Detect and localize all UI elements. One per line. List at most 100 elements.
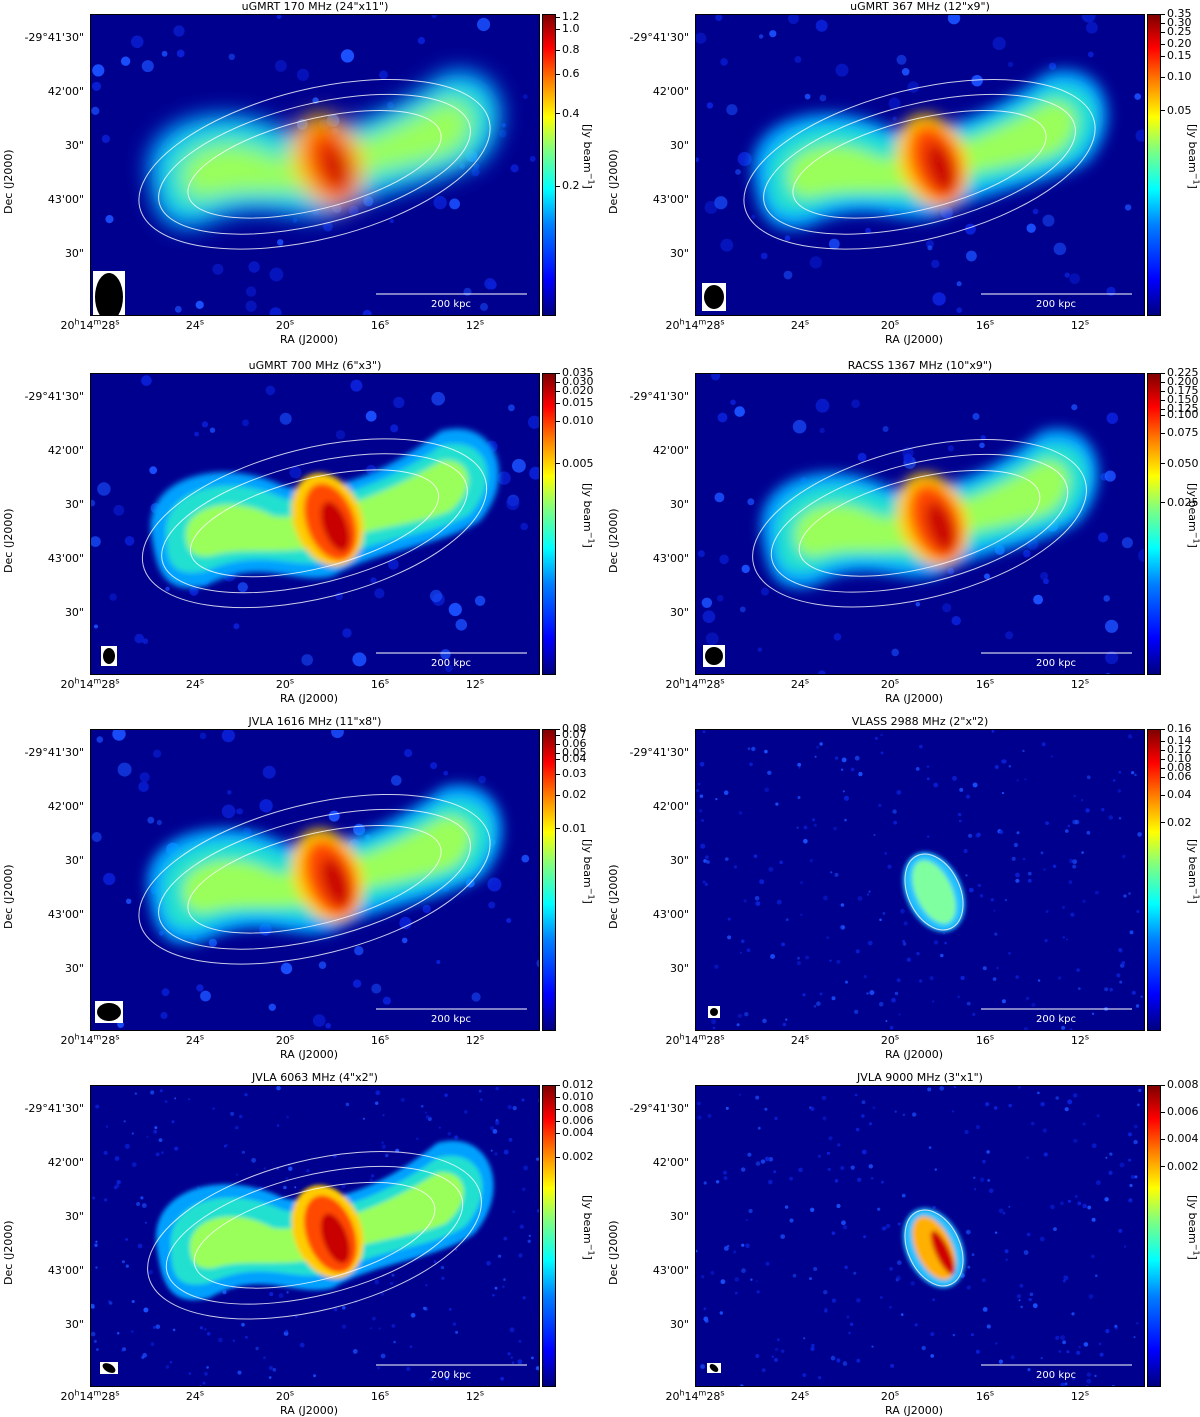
noise-speckle bbox=[120, 56, 131, 66]
noise-speckle bbox=[995, 1342, 998, 1345]
noise-speckle bbox=[927, 1087, 932, 1092]
noise-speckle bbox=[1004, 1249, 1009, 1254]
noise-speckle bbox=[780, 1234, 786, 1239]
noise-speckle bbox=[362, 309, 372, 315]
noise-speckle bbox=[776, 899, 782, 905]
dec-axis-label: Dec (J2000) bbox=[607, 864, 620, 929]
ra-tick-label: 20h14m28s bbox=[665, 317, 725, 332]
noise-speckle bbox=[139, 772, 150, 783]
noise-speckle bbox=[1024, 778, 1027, 781]
contour-line bbox=[138, 793, 491, 965]
noise-speckle bbox=[125, 1238, 128, 1241]
contour-line bbox=[189, 469, 440, 578]
noise-speckle bbox=[1061, 1025, 1066, 1030]
noise-speckle bbox=[448, 1307, 452, 1311]
noise-speckle bbox=[1098, 1342, 1102, 1346]
noise-speckle bbox=[117, 762, 132, 777]
noise-speckle bbox=[798, 1167, 803, 1173]
noise-speckle bbox=[480, 302, 488, 311]
noise-speckle bbox=[810, 1346, 815, 1351]
noise-speckle bbox=[971, 1253, 975, 1257]
unit-close: ] bbox=[1186, 184, 1199, 189]
noise-speckle bbox=[244, 1335, 248, 1339]
noise-speckle bbox=[980, 435, 986, 441]
source-emission bbox=[155, 1140, 494, 1300]
noise-speckle bbox=[720, 238, 734, 252]
noise-speckle bbox=[96, 1348, 99, 1351]
noise-speckle bbox=[531, 1356, 534, 1360]
noise-speckle bbox=[503, 1236, 508, 1241]
noise-speckle bbox=[536, 1157, 539, 1161]
noise-speckle bbox=[792, 1273, 797, 1278]
noise-speckle bbox=[879, 918, 882, 922]
noise-speckle bbox=[520, 522, 528, 531]
noise-speckle bbox=[842, 1361, 848, 1366]
colorbar-unit-label: [Jy beam−1] bbox=[581, 1195, 596, 1260]
noise-speckle bbox=[245, 300, 257, 312]
noise-speckle bbox=[237, 1370, 242, 1375]
panel-title: JVLA 9000 MHz (3"x1") bbox=[857, 1071, 983, 1084]
colorbar-tick-label: 0.075 bbox=[1161, 426, 1199, 440]
noise-speckle bbox=[142, 1352, 147, 1358]
ra-axis-label: RA (J2000) bbox=[885, 692, 944, 705]
noise-speckle bbox=[164, 1100, 168, 1103]
noise-speckle bbox=[91, 1303, 95, 1309]
noise-speckle bbox=[738, 1093, 742, 1096]
noise-speckle bbox=[91, 832, 102, 842]
noise-speckle bbox=[824, 1307, 828, 1311]
noise-speckle bbox=[1069, 273, 1080, 285]
noise-speckle bbox=[834, 1179, 839, 1183]
noise-speckle bbox=[1026, 1232, 1031, 1237]
noise-speckle bbox=[1064, 1382, 1068, 1386]
noise-speckle bbox=[869, 990, 875, 996]
noise-speckle bbox=[915, 767, 920, 771]
noise-speckle bbox=[1007, 61, 1014, 68]
noise-speckle bbox=[1105, 619, 1119, 633]
noise-speckle bbox=[512, 1210, 516, 1214]
noise-speckle bbox=[966, 250, 977, 262]
colorbar bbox=[542, 373, 556, 675]
noise-speckle bbox=[174, 1146, 179, 1151]
noise-speckle bbox=[1118, 1228, 1123, 1233]
colorbar-unit-label: [Jy beam−1] bbox=[1186, 483, 1200, 548]
unit-exponent: −1 bbox=[1191, 172, 1200, 185]
noise-speckle bbox=[199, 1385, 202, 1386]
noise-speckle bbox=[172, 1328, 176, 1332]
noise-speckle bbox=[1091, 1143, 1097, 1149]
noise-speckle bbox=[1065, 829, 1069, 833]
noise-speckle bbox=[829, 959, 832, 962]
noise-speckle bbox=[306, 1169, 310, 1173]
noise-speckle bbox=[764, 787, 770, 793]
dec-tick-label: 42'00" bbox=[652, 1156, 689, 1169]
noise-speckle bbox=[1095, 1274, 1098, 1277]
noise-speckle bbox=[840, 903, 845, 907]
panel-title: uGMRT 170 MHz (24"x11") bbox=[241, 0, 389, 13]
noise-speckle bbox=[325, 1022, 331, 1029]
noise-speckle bbox=[1048, 62, 1057, 70]
noise-speckle bbox=[921, 1345, 926, 1351]
noise-speckle bbox=[750, 1278, 753, 1281]
noise-speckle bbox=[1105, 1329, 1110, 1334]
noise-speckle bbox=[916, 951, 920, 956]
noise-speckle bbox=[1073, 794, 1076, 798]
noise-speckle bbox=[819, 94, 827, 102]
noise-speckle bbox=[749, 762, 753, 767]
ra-tick-label: 16s bbox=[975, 1032, 995, 1047]
noise-speckle bbox=[975, 1349, 980, 1354]
noise-speckle bbox=[391, 1273, 395, 1277]
noise-speckle bbox=[781, 1349, 785, 1353]
unit-close: ] bbox=[1186, 1255, 1199, 1260]
colorbar-tick-label: 0.02 bbox=[1161, 815, 1192, 829]
noise-speckle bbox=[380, 1292, 384, 1296]
noise-speckle bbox=[932, 1205, 936, 1209]
noise-speckle bbox=[933, 782, 939, 788]
noise-speckle bbox=[736, 1023, 740, 1027]
noise-speckle bbox=[871, 1345, 874, 1348]
colorbar-tick-label: 0.05 bbox=[1161, 103, 1192, 117]
noise-speckle bbox=[1128, 1132, 1132, 1137]
noise-speckle bbox=[996, 966, 999, 970]
noise-speckle bbox=[844, 818, 847, 822]
noise-speckle bbox=[873, 834, 876, 836]
colorbar-tick-label: 0.08 bbox=[1161, 761, 1192, 775]
radio-intensity-map: 200 kpc bbox=[90, 729, 540, 1031]
